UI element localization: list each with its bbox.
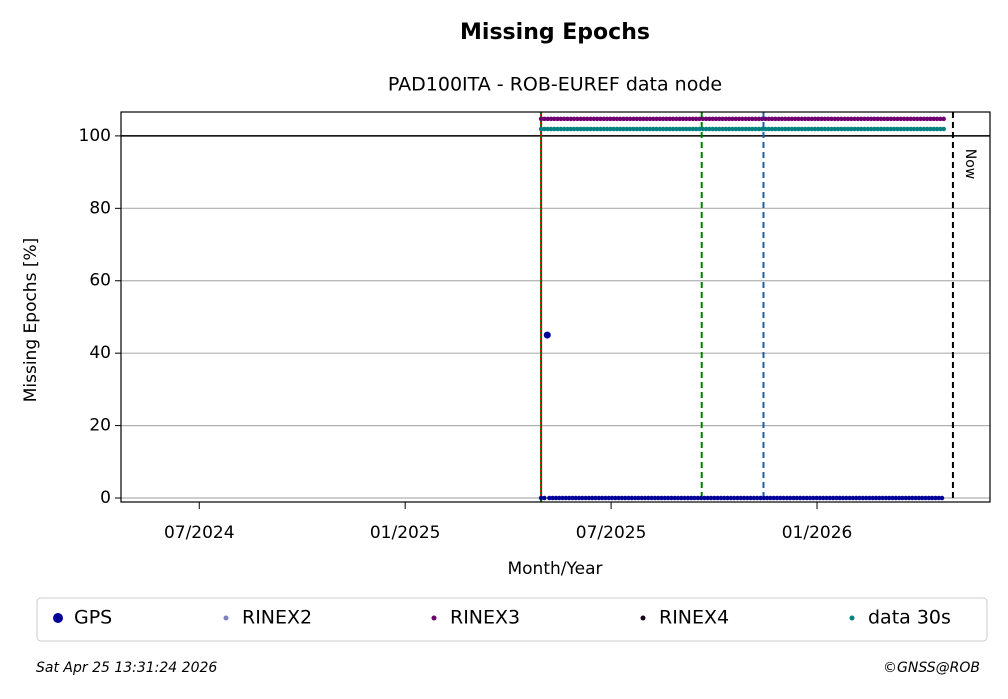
chart-subtitle: PAD100ITA - ROB-EUREF data node bbox=[388, 74, 722, 96]
y-tick-label: 100 bbox=[79, 126, 111, 146]
x-tick-label: 07/2025 bbox=[576, 523, 647, 543]
legend-label: data 30s bbox=[868, 607, 951, 629]
x-tick-label: 07/2024 bbox=[164, 523, 235, 543]
plot-frame bbox=[120, 111, 991, 503]
legend-marker bbox=[849, 615, 855, 621]
y-tick-label: 60 bbox=[89, 271, 111, 291]
legend-marker bbox=[640, 615, 646, 621]
y-tick-label: 80 bbox=[89, 198, 111, 218]
x-axis-label: Month/Year bbox=[507, 559, 602, 579]
data-point bbox=[543, 331, 551, 339]
timestamp: Sat Apr 25 13:31:24 2026 bbox=[36, 660, 217, 676]
chart-title: Missing Epochs bbox=[460, 20, 650, 45]
y-tick-label: 0 bbox=[100, 488, 111, 508]
legend-label: GPS bbox=[74, 607, 112, 629]
x-tick-label: 01/2026 bbox=[782, 523, 853, 543]
legend-marker bbox=[53, 613, 63, 623]
legend-marker bbox=[223, 615, 229, 621]
y-tick-label: 20 bbox=[89, 416, 111, 436]
event-label: Now bbox=[962, 149, 978, 180]
legend-label: RINEX2 bbox=[242, 607, 312, 629]
y-axis-label: Missing Epochs [%] bbox=[21, 238, 41, 403]
legend-label: RINEX4 bbox=[659, 607, 729, 629]
copyright: ©GNSS@ROB bbox=[883, 660, 980, 676]
y-tick-label: 40 bbox=[89, 343, 111, 363]
x-tick-label: 01/2025 bbox=[370, 523, 441, 543]
legend-box bbox=[36, 597, 988, 642]
legend-marker bbox=[431, 615, 437, 621]
legend-label: RINEX3 bbox=[450, 607, 520, 629]
